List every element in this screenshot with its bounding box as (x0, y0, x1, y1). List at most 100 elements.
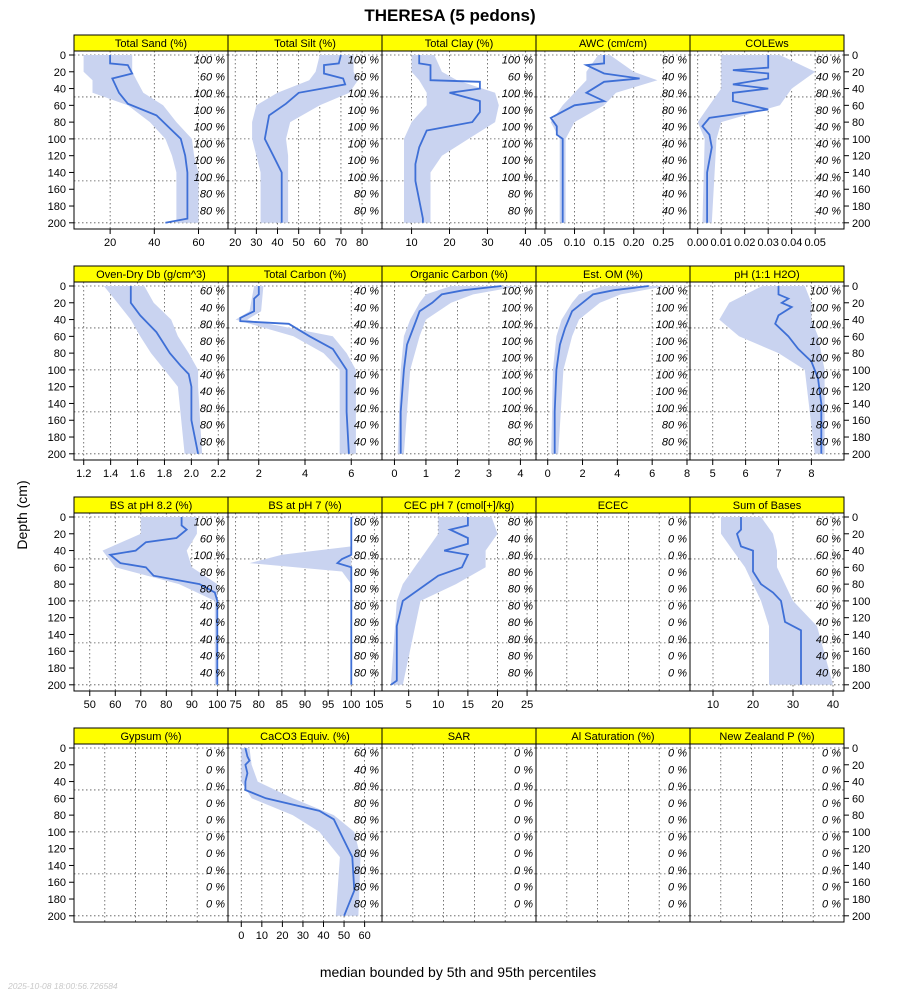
x-tick-label: 60 (109, 699, 121, 711)
pct-label: 0 % (668, 831, 687, 843)
pct-label: 0 % (668, 764, 687, 776)
pct-label: 80 % (354, 831, 379, 843)
pct-label: 80 % (354, 517, 379, 529)
panel-11: BS at pH 7 (%) 80 % 40 % 80 % 80 % 80 % 80 % 80… (227, 496, 384, 711)
pct-label: 60 % (816, 584, 841, 596)
x-axis-label: median bounded by 5th and 95th percentil… (320, 964, 596, 980)
x-tick-label: 90 (186, 699, 198, 711)
pct-label: 80 % (200, 584, 225, 596)
pct-label: 100 % (194, 122, 225, 134)
pct-label: 40 % (816, 172, 841, 184)
y-tick-label: 120 (48, 613, 66, 625)
y-tick-label: 80 (54, 117, 66, 129)
pct-label: 0 % (668, 798, 687, 810)
pct-label: 0 % (206, 748, 225, 760)
pct-label: 40 % (662, 122, 687, 134)
y-tick-label: 40 (852, 777, 864, 789)
pct-label: 80 % (200, 206, 225, 218)
pct-label: 80 % (508, 584, 533, 596)
y-tick-label: 200 (852, 449, 870, 461)
x-tick-label: 0.05 (804, 237, 825, 249)
pct-label: 0 % (822, 882, 841, 894)
pct-label: 0 % (668, 748, 687, 760)
x-tick-label: 0.02 (734, 237, 755, 249)
y-tick-label: 180 (852, 201, 870, 213)
percentile-band (102, 517, 218, 685)
median-line (108, 517, 219, 685)
panel-grid: Total Sand (%)100 %60 %100 %100 %100 %10… (48, 34, 870, 942)
x-tick-label: 85 (276, 699, 288, 711)
median-line (553, 285, 649, 454)
y-tick-label: 60 (54, 100, 66, 112)
percentile-band (550, 55, 658, 223)
pct-label: 80 % (508, 189, 533, 201)
y-tick-label: 160 (48, 877, 66, 889)
pct-label: 0 % (822, 798, 841, 810)
x-tick-label: 20 (491, 699, 503, 711)
pct-label: 40 % (354, 353, 379, 365)
pct-label: 40 % (200, 302, 225, 314)
y-tick-label: 180 (852, 432, 870, 444)
y-tick-label: 80 (54, 810, 66, 822)
x-tick-label: 50 (293, 237, 305, 249)
pct-label: 100 % (194, 155, 225, 167)
panel-title: Total Clay (%) (425, 38, 493, 50)
figure-title: THERESA (5 pedons) (364, 6, 535, 25)
median-line (335, 517, 353, 685)
pct-label: 0 % (514, 781, 533, 793)
pct-label: 100 % (502, 353, 533, 365)
median-line (129, 286, 199, 454)
pct-label: 0 % (822, 865, 841, 877)
pct-label: 40 % (354, 420, 379, 432)
pct-label: 80 % (354, 865, 379, 877)
pct-label: 80 % (662, 88, 687, 100)
pct-label: 40 % (200, 617, 225, 629)
pct-label: 80 % (200, 437, 225, 449)
x-tick-label: 10 (256, 930, 268, 942)
pct-label: 80 % (354, 899, 379, 911)
pct-label: 80 % (354, 815, 379, 827)
pct-label: 0 % (668, 533, 687, 545)
y-tick-label: 60 (852, 331, 864, 343)
x-tick-label: 105 (365, 699, 383, 711)
pct-label: 0 % (206, 798, 225, 810)
pct-label: 100 % (502, 138, 533, 150)
percentile-band (697, 55, 816, 223)
pct-label: 80 % (354, 584, 379, 596)
panel-title: AWC (cm/cm) (579, 38, 647, 50)
panel-0: Total Sand (%) 100 % 60 % 100 % 100 % 100 % 10… (48, 34, 229, 249)
pct-label: 80 % (508, 634, 533, 646)
pct-label: 0 % (206, 815, 225, 827)
x-tick-label: 40 (519, 237, 531, 249)
x-tick-label: 8 (808, 468, 814, 480)
pct-label: 0 % (514, 865, 533, 877)
y-tick-label: 40 (852, 84, 864, 96)
x-tick-label: 8 (684, 468, 690, 480)
panel-frame (689, 512, 845, 692)
pct-label: 0 % (206, 899, 225, 911)
y-tick-label: 40 (54, 315, 66, 327)
panel-6: Total Carbon (%) 40 % 40 % 40 % 40 % 40 % 40 %… (227, 265, 383, 480)
pct-label: 80 % (508, 420, 533, 432)
x-tick-label: 2.2 (211, 468, 226, 480)
pct-label: 0 % (668, 550, 687, 562)
y-tick-label: 160 (852, 646, 870, 658)
percentile-band (235, 286, 356, 454)
x-tick-label: 2.0 (184, 468, 199, 480)
pct-label: 0 % (668, 634, 687, 646)
pct-label: 100 % (656, 403, 687, 415)
pct-label: 100 % (348, 88, 379, 100)
y-tick-label: 60 (852, 793, 864, 805)
pct-label: 40 % (816, 668, 841, 680)
pct-label: 80 % (200, 403, 225, 415)
x-tick-label: 15 (462, 699, 474, 711)
panel-17: SAR 0 % 0 % 0 % 0 % 0 % 0 % 0 % 0 % 0 % 0 % (381, 727, 537, 923)
pct-label: 40 % (662, 172, 687, 184)
pct-label: 60 % (354, 748, 379, 760)
pct-label: 0 % (668, 584, 687, 596)
pct-label: 60 % (200, 71, 225, 83)
pct-label: 100 % (656, 386, 687, 398)
pct-label: 0 % (668, 651, 687, 663)
pct-label: 0 % (514, 798, 533, 810)
y-tick-label: 160 (48, 646, 66, 658)
